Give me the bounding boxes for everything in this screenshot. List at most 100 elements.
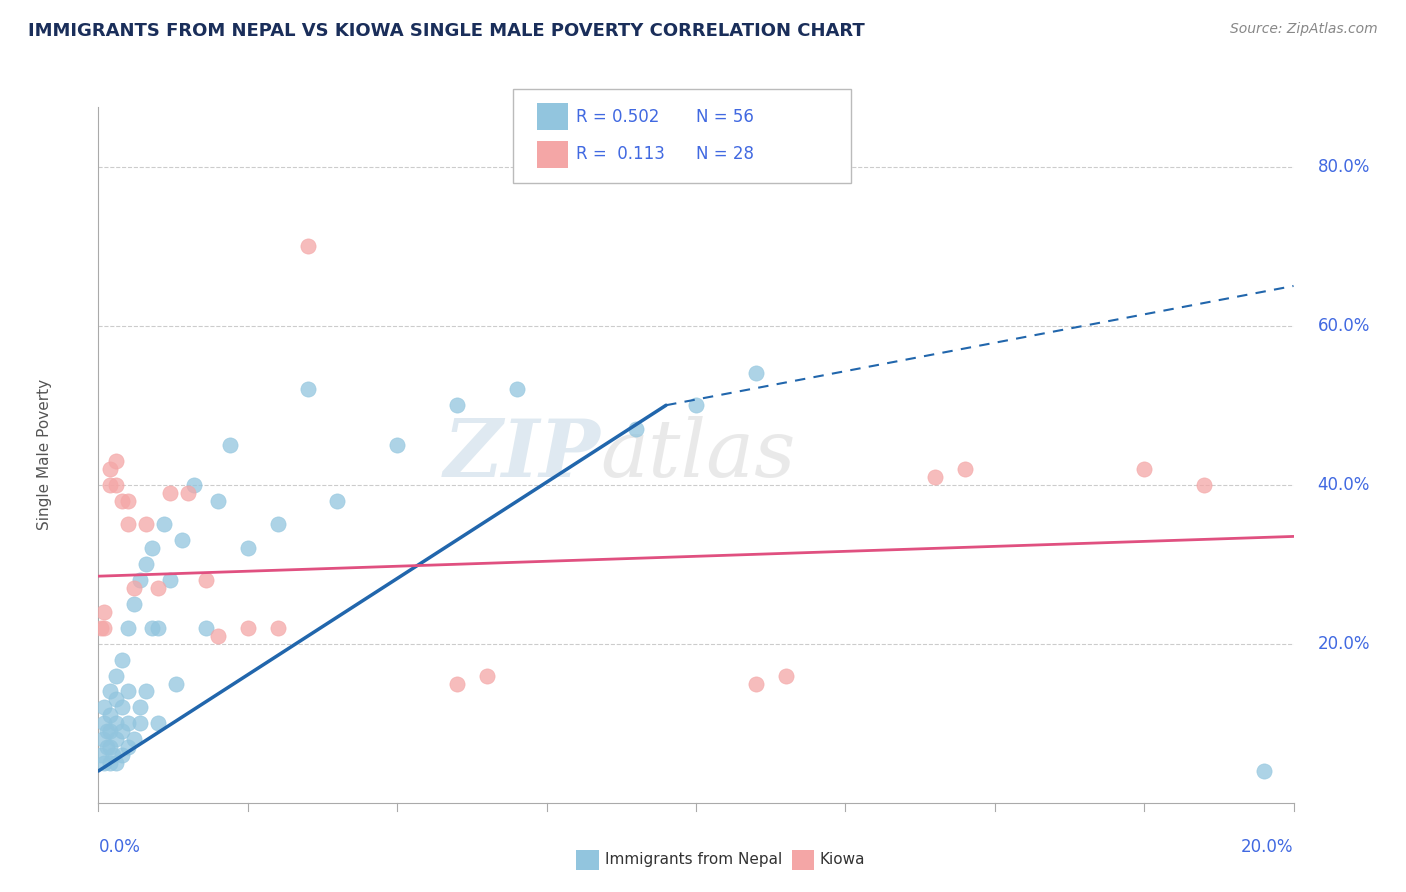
Point [177,485,200,500]
Point [446,676,468,690]
Point [685,398,707,412]
Point [111,748,134,763]
Point [385,438,409,452]
Text: N = 56: N = 56 [696,108,754,126]
Point [105,716,128,731]
Point [91,732,114,747]
Text: 80.0%: 80.0% [1317,158,1369,176]
Point [297,239,319,253]
Point [194,573,218,587]
Point [105,732,128,747]
Point [117,740,139,755]
Point [117,621,139,635]
Point [129,716,152,731]
Point [111,653,134,667]
Point [148,581,170,595]
Point [953,462,976,476]
Point [117,684,139,698]
Point [93,605,115,619]
Point [236,541,259,556]
Point [159,573,181,587]
Point [745,676,768,690]
Text: IMMIGRANTS FROM NEPAL VS KIOWA SINGLE MALE POVERTY CORRELATION CHART: IMMIGRANTS FROM NEPAL VS KIOWA SINGLE MA… [28,22,865,40]
Point [297,382,319,396]
Point [775,668,797,682]
Point [207,629,229,643]
Point [124,597,146,611]
Point [475,668,498,682]
Text: Kiowa: Kiowa [820,853,865,867]
Point [172,533,194,548]
Point [93,621,115,635]
Point [624,422,647,436]
Point [141,541,163,556]
Text: R = 0.502: R = 0.502 [576,108,659,126]
Point [98,724,122,739]
Point [93,756,115,770]
Point [148,716,170,731]
Point [96,740,118,755]
Point [159,485,181,500]
Point [98,708,122,723]
Text: N = 28: N = 28 [696,145,754,163]
Text: Immigrants from Nepal: Immigrants from Nepal [605,853,782,867]
Point [1192,477,1215,491]
Point [141,621,163,635]
Text: 20.0%: 20.0% [1317,635,1369,653]
Point [105,454,128,468]
Point [924,470,946,484]
Point [105,668,128,682]
Point [135,684,157,698]
Point [111,700,134,714]
Point [117,493,139,508]
Text: 40.0%: 40.0% [1317,475,1369,494]
Text: Single Male Poverty: Single Male Poverty [37,379,52,531]
Point [98,740,122,755]
Point [148,621,170,635]
Point [236,621,259,635]
Point [93,716,115,731]
Point [183,477,205,491]
Point [90,621,112,635]
Point [165,676,187,690]
Point [267,517,290,532]
Point [326,493,349,508]
Text: 0.0%: 0.0% [98,838,141,855]
Point [124,581,146,595]
Text: R =  0.113: R = 0.113 [576,145,665,163]
Point [124,732,146,747]
Point [96,724,118,739]
Point [135,517,157,532]
Text: atlas: atlas [600,417,796,493]
Point [117,716,139,731]
Point [93,700,115,714]
Point [267,621,290,635]
Point [506,382,529,396]
Text: Source: ZipAtlas.com: Source: ZipAtlas.com [1230,22,1378,37]
Point [153,517,176,532]
Point [446,398,468,412]
Point [194,621,218,635]
Point [1253,764,1275,778]
Text: 60.0%: 60.0% [1317,317,1369,334]
Point [105,477,128,491]
Text: ZIP: ZIP [443,417,600,493]
Point [207,493,229,508]
Point [105,756,128,770]
Point [1133,462,1156,476]
Point [98,684,122,698]
Point [745,367,768,381]
Point [105,692,128,706]
Point [111,724,134,739]
Text: 20.0%: 20.0% [1241,838,1294,855]
Point [129,700,152,714]
Point [103,748,125,763]
Point [98,462,122,476]
Point [111,493,134,508]
Point [90,748,112,763]
Point [98,756,122,770]
Point [219,438,242,452]
Point [129,573,152,587]
Point [135,558,157,572]
Point [117,517,139,532]
